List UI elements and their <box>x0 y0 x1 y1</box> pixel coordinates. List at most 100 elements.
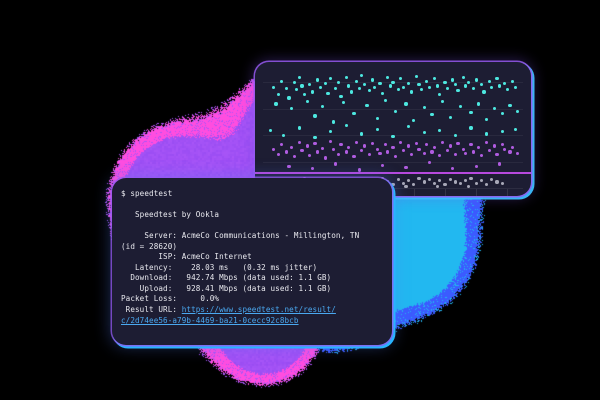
chart-dot-upload <box>347 145 351 149</box>
chart-dot-download <box>396 87 400 92</box>
chart-dot-download <box>412 119 416 123</box>
chart-dot-download <box>414 74 419 79</box>
chart-dot-download <box>500 129 504 134</box>
chart-dot-download <box>284 86 289 91</box>
chart-dot-download <box>503 81 507 86</box>
chart-dot-upload <box>461 147 465 152</box>
chart-dot-download <box>388 84 393 88</box>
chart-dot-upload <box>425 143 429 147</box>
chart-dot-download <box>432 77 437 81</box>
terminal-line[interactable]: c/2d74ee56-a79b-4469-ba21-0cecc92c8bcb <box>121 316 383 327</box>
chart-dot-download <box>422 105 426 110</box>
chart-dot-download <box>409 90 413 94</box>
terminal-line[interactable]: Result URL: https://www.speedtest.net/re… <box>121 305 383 316</box>
chart-dot-download <box>313 114 317 118</box>
chart-dot-download <box>513 85 517 89</box>
chart-dot-download <box>510 79 515 83</box>
chart-dot-download <box>453 83 458 87</box>
chart-gridline <box>263 161 523 163</box>
chart-dot-ping <box>484 182 489 187</box>
terminal-line: Packet Loss: 0.0% <box>121 294 220 304</box>
chart-dot-download <box>323 81 328 86</box>
chart-dot-upload <box>310 167 315 171</box>
chart-dot-download <box>497 84 502 88</box>
chart-dot-ping <box>391 182 395 187</box>
chart-axis-baseline <box>263 188 523 189</box>
chart-dot-download <box>471 86 476 91</box>
terminal-output: $ speedtest Speedtest by Ookla Server: A… <box>112 178 392 345</box>
chart-dot-download <box>279 79 283 83</box>
chart-dot-download <box>451 78 455 82</box>
chart-dot-upload <box>292 155 296 159</box>
chart-dot-upload <box>276 152 281 157</box>
chart-dot-download <box>425 79 429 83</box>
result-url-link[interactable]: c/2d74ee56-a79b-4469-ba21-0cecc92c8bcb <box>121 315 299 325</box>
terminal-line: ISP: AcmeCo Internet <box>121 252 252 262</box>
chart-dot-upload <box>308 153 312 158</box>
chart-dot-upload <box>440 140 445 145</box>
chart-dot-download <box>482 90 486 94</box>
chart-dot-upload <box>367 152 372 157</box>
chart-dot-download <box>360 132 364 136</box>
terminal-panel[interactable]: $ speedtest Speedtest by Ookla Server: A… <box>112 178 392 345</box>
chart-dot-upload <box>357 168 361 172</box>
chart-dot-download <box>406 81 411 86</box>
chart-dot-download <box>269 128 273 133</box>
chart-dot-download <box>500 111 504 116</box>
chart-dot-upload <box>360 149 364 153</box>
chart-dot-ping <box>448 177 452 182</box>
chart-dot-ping <box>466 185 471 189</box>
chart-dot-download <box>276 92 281 97</box>
chart-dot-upload <box>378 151 382 155</box>
chart-dot-download <box>375 116 380 121</box>
chart-dot-upload <box>315 150 320 154</box>
terminal-line: Download: 942.74 Mbps (data used: 1.1 GB… <box>121 273 332 283</box>
chart-dot-upload <box>401 149 406 153</box>
chart-dot-download <box>391 80 395 85</box>
chart-dot-download <box>352 111 356 116</box>
chart-dot-download <box>331 120 335 124</box>
chart-dot-ping <box>404 185 408 189</box>
chart-dot-download <box>401 85 406 89</box>
chart-dot-download <box>438 92 442 97</box>
chart-dot-upload <box>393 155 398 159</box>
chart-dot-download <box>422 131 426 135</box>
chart-dot-upload <box>484 140 489 145</box>
chart-dot-upload <box>438 153 442 158</box>
chart-dot-download <box>469 126 473 130</box>
chart-x-tick <box>476 189 478 196</box>
chart-dot-upload <box>399 140 403 145</box>
chart-dot-ping <box>417 176 421 181</box>
chart-dot-download <box>292 80 296 85</box>
chart-dot-ping <box>438 179 442 183</box>
chart-dot-upload <box>375 147 380 152</box>
chart-dot-download <box>435 84 439 88</box>
chart-dot-download <box>419 87 424 92</box>
chart-dot-download <box>417 83 421 87</box>
terminal-line: Latency: 28.03 ms (0.32 ms jitter) <box>121 262 318 272</box>
chart-dot-upload <box>477 145 481 149</box>
chart-dot-download <box>404 102 408 106</box>
chart-dot-download <box>313 135 317 140</box>
chart-dot-upload <box>474 164 478 169</box>
chart-dot-upload <box>370 141 374 146</box>
chart-dot-upload <box>430 150 434 154</box>
chart-dot-upload <box>471 150 476 154</box>
chart-dot-download <box>271 85 276 89</box>
chart-dot-download <box>453 133 458 137</box>
chart-dot-upload <box>510 145 515 149</box>
chart-dot-download <box>487 79 491 83</box>
chart-dot-download <box>334 86 338 91</box>
chart-dot-download <box>458 104 463 109</box>
chart-dot-upload <box>287 164 291 169</box>
result-url-link[interactable]: https://www.speedtest.net/result/ <box>181 305 336 315</box>
chart-dot-upload <box>321 146 325 151</box>
chart-dot-download <box>440 99 445 104</box>
chart-dot-upload <box>297 140 302 145</box>
chart-dot-upload <box>279 143 283 147</box>
chart-dot-upload <box>391 145 395 149</box>
terminal-line: (id = 28620) <box>121 241 178 251</box>
terminal-line <box>121 221 383 232</box>
chart-dot-download <box>399 77 403 81</box>
